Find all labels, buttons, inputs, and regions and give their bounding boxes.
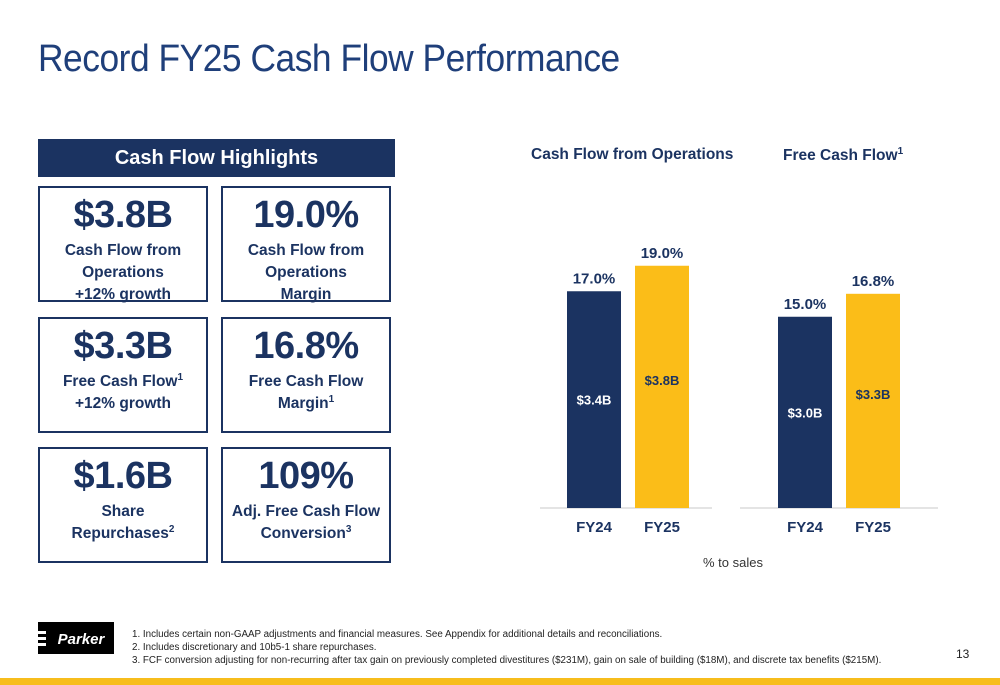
- tile-value: $3.8B: [73, 194, 173, 236]
- parker-logo-icon: Parker: [38, 622, 114, 654]
- tile-description: Free Cash Flow Margin1: [223, 371, 389, 415]
- tile-line: Operations: [265, 264, 347, 281]
- bar-value-label: 17.0%: [573, 270, 616, 287]
- tile-description: Cash Flow from Operations +12% growth: [40, 240, 206, 306]
- logo-text: Parker: [58, 631, 106, 648]
- highlight-tile-repurchases: $1.6B Share Repurchases2: [38, 447, 208, 563]
- tile-description: Adj. Free Cash Flow Conversion3: [223, 501, 389, 545]
- tile-description: Free Cash Flow1 +12% growth: [40, 371, 206, 415]
- chart-note: % to sales: [703, 555, 763, 570]
- tile-line: Margin: [280, 286, 332, 303]
- tile-line: +12% growth: [74, 395, 172, 412]
- highlight-tile-cfo-margin: 19.0% Cash Flow from Operations Margin: [221, 186, 391, 303]
- bar-value-label: 19.0%: [641, 245, 684, 262]
- chart-title-fcf: Free Cash Flow1: [783, 146, 904, 165]
- tile-line: Cash Flow from: [247, 242, 365, 259]
- tile-line: Free Cash Flow: [248, 373, 364, 390]
- tile-description: Share Repurchases2: [40, 501, 206, 545]
- tile-line: Repurchases2: [71, 523, 175, 542]
- highlight-tile-fcf-conversion: 109% Adj. Free Cash Flow Conversion3: [221, 447, 391, 563]
- tile-value: 109%: [258, 455, 354, 497]
- bar: [778, 316, 832, 508]
- tile-value: 19.0%: [253, 194, 359, 236]
- bar-inner-label: $3.8B: [645, 373, 680, 388]
- highlight-tile-fcf: $3.3B Free Cash Flow1 +12% growth: [38, 317, 208, 433]
- bottom-accent-bar: [0, 678, 1000, 685]
- footnote: 2. Includes discretionary and 10b5-1 sha…: [132, 642, 377, 653]
- tile-value: $3.3B: [73, 325, 173, 367]
- x-tick-label: FY24: [576, 519, 613, 536]
- page-title: Record FY25 Cash Flow Performance: [38, 38, 620, 80]
- bar-value-label: 16.8%: [852, 273, 895, 290]
- footnote: 3. FCF conversion adjusting for non-recu…: [132, 655, 882, 666]
- bar: [635, 265, 689, 508]
- tile-line: Cash Flow from: [64, 242, 182, 259]
- tile-value: 16.8%: [253, 325, 359, 367]
- chart-title-cfo: Cash Flow from Operations: [531, 146, 734, 163]
- bar: [846, 293, 900, 508]
- bar: [567, 291, 621, 508]
- tile-line: Margin1: [277, 393, 335, 412]
- tile-value: $1.6B: [73, 455, 173, 497]
- bar-inner-label: $3.0B: [788, 405, 823, 420]
- bar-inner-label: $3.4B: [577, 393, 612, 408]
- tile-line: Conversion3: [260, 523, 352, 542]
- page-number: 13: [956, 647, 970, 661]
- highlights-header: Cash Flow Highlights: [38, 139, 395, 177]
- tile-description: Cash Flow from Operations Margin: [223, 240, 389, 306]
- highlight-tile-fcf-margin: 16.8% Free Cash Flow Margin1: [221, 317, 391, 433]
- highlight-tile-cfo: $3.8B Cash Flow from Operations +12% gro…: [38, 186, 208, 303]
- footnotes: 1. Includes certain non-GAAP adjustments…: [132, 628, 881, 667]
- tile-line: +12% growth: [74, 286, 172, 303]
- x-tick-label: FY25: [644, 519, 680, 536]
- tile-line: Operations: [82, 264, 164, 281]
- x-tick-label: FY24: [787, 519, 824, 536]
- footnote: 1. Includes certain non-GAAP adjustments…: [132, 629, 663, 640]
- bar-inner-label: $3.3B: [856, 387, 891, 402]
- tile-line: Share: [101, 503, 145, 520]
- x-tick-label: FY25: [855, 519, 891, 536]
- tile-line: Adj. Free Cash Flow: [231, 503, 381, 520]
- bar-value-label: 15.0%: [784, 296, 827, 313]
- tile-line: Free Cash Flow1: [62, 371, 184, 390]
